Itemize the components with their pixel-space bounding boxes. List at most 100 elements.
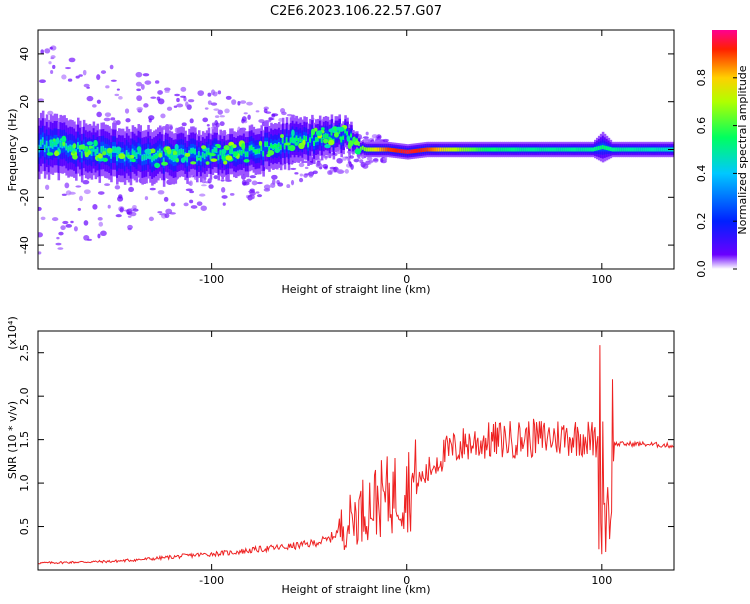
spectrogram-ridge-cell: [330, 131, 334, 136]
spectrogram-ridge-cell: [484, 147, 488, 152]
spectrogram-blob: [209, 153, 216, 157]
spectrogram-speckle: [246, 101, 253, 106]
spectrogram-blob: [115, 146, 122, 152]
spectrogram-ridge-cell: [475, 147, 478, 152]
spectrogram-ridge-cell: [100, 147, 103, 152]
snr-y-tick-label: 2.0: [18, 387, 31, 405]
spectrogram-speckle: [114, 93, 120, 97]
spectrogram-speckle: [356, 153, 361, 158]
spectrogram-speckle: [56, 236, 60, 240]
spectrogram-speckle: [164, 90, 170, 93]
spectrogram-ridge-cell: [500, 147, 503, 152]
spectrogram-ridge-cell: [556, 147, 560, 152]
spectrogram-ridge-cell: [283, 144, 287, 149]
spectrogram-ridge-cell: [580, 147, 583, 152]
snr-frame: [37, 330, 675, 571]
spectrogram-speckle: [214, 120, 219, 126]
spectrogram-ridge-cell: [59, 142, 63, 147]
spectrogram-speckle: [60, 225, 66, 231]
spectrogram-speckle: [38, 232, 43, 238]
spectrogram-ridge-cell: [311, 133, 314, 138]
spectrogram-speckle: [97, 217, 103, 221]
spectrogram-speckle: [219, 115, 225, 118]
spectrogram-speckle: [255, 191, 260, 194]
spectrogram-speckle: [210, 102, 218, 106]
spectrogram-speckle: [372, 158, 379, 162]
spectrogram-ridge-cell: [629, 147, 632, 152]
spectrogram-speckle: [47, 110, 54, 115]
spectrogram-ridge-cell: [170, 155, 174, 160]
spectrogram-speckle: [200, 205, 207, 211]
spectrogram-ridge-cell: [285, 138, 289, 143]
spectrogram-speckle: [208, 184, 214, 189]
spectrogram-ridge-cell: [654, 147, 658, 152]
spectrogram-ridge-cell: [363, 147, 367, 152]
spectrogram-speckle: [61, 74, 67, 80]
spectrogram-speckle: [83, 234, 90, 241]
spectrogram-ridge-cell: [303, 135, 306, 140]
spectrogram-speckle: [77, 207, 82, 211]
spectrogram-ridge-cell: [633, 147, 636, 152]
spectrogram-speckle: [143, 103, 149, 108]
spectrogram-speckle: [78, 195, 83, 202]
spectrogram-blob: [348, 140, 354, 147]
spectrogram-speckle: [86, 95, 94, 102]
spectrogram-speckle: [200, 184, 207, 187]
spectrogram-speckle: [92, 204, 98, 210]
spectrogram-speckle: [129, 211, 137, 217]
spectrogram-ridge-cell: [449, 147, 453, 152]
spectrogram-speckle: [231, 99, 237, 105]
spectrogram-blob: [197, 157, 201, 161]
snr-y-tick-label: 1.5: [18, 431, 31, 449]
spectrogram-speckle: [249, 175, 257, 179]
spectrogram-ridge-cell: [432, 147, 435, 152]
colorbar-gradient: [712, 30, 737, 269]
spectrogram-blob: [190, 161, 197, 165]
spectrogram-ridge-cell: [531, 147, 535, 152]
spectrogram-speckle: [268, 116, 273, 121]
spectrogram-blob: [72, 143, 77, 149]
spectrogram-speckle: [150, 96, 157, 99]
snr-panel: -100 0 100 0.5 1.0 1.5 2.0 2.5 Height of straig…: [6, 316, 675, 596]
snr-y-tick-label: 2.5: [18, 344, 31, 362]
spectrogram-blob: [59, 137, 66, 142]
spectrogram-speckle: [211, 122, 215, 126]
spectrogram-blob: [182, 156, 188, 161]
spectrogram-ridge-cell: [96, 148, 100, 153]
colorbar-label: Normalized spectral amplitude: [736, 65, 749, 234]
spectrogram-ridge-cell: [324, 133, 328, 138]
spectrogram-ridge-cell: [414, 148, 418, 153]
spectrogram-ridge-cell: [461, 147, 464, 152]
spectrogram-speckle: [207, 92, 212, 97]
spectrogram-speckle: [362, 163, 369, 169]
spectrogram-ridge-cell: [447, 147, 451, 152]
spectrogram-ridge-cell: [262, 151, 265, 156]
spectrogram-ridge-cell: [272, 145, 275, 150]
spectrogram-speckle: [206, 124, 210, 127]
spectrogram-ridge-cell: [270, 143, 273, 148]
spectrogram-speckle: [189, 190, 195, 194]
spectrogram-speckle: [128, 186, 135, 193]
spectrogram-ridge-cell: [393, 148, 396, 153]
spectrogram-speckle: [83, 83, 90, 88]
spectrogram-speckle: [96, 99, 101, 104]
spectrogram-speckle: [65, 224, 72, 228]
spectrogram-ridge-cell: [281, 138, 285, 143]
spectrogram-ridge-cell: [599, 145, 603, 150]
spectrogram-speckle: [247, 114, 251, 120]
spectrogram-ridge-cell: [451, 147, 455, 152]
spectrogram-speckle: [75, 185, 82, 188]
colorbar-tick-label: 0.8: [695, 69, 708, 87]
spectrogram-ridge-cell: [379, 147, 382, 152]
spectrogram-ridge-cell: [49, 142, 53, 147]
spectrogram-speckle: [78, 74, 83, 77]
spectrogram-ridge-cell: [424, 147, 427, 152]
snr-x-tick-label: 100: [591, 574, 612, 587]
spectrogram-speckle: [180, 95, 186, 98]
spectrogram-blob: [241, 142, 246, 150]
spectrogram-speckle: [132, 205, 137, 209]
spectrogram-speckle: [342, 156, 348, 161]
spectrogram-blob: [175, 157, 180, 163]
spectrogram-blob: [215, 143, 221, 147]
spectrogram-blob: [145, 155, 152, 159]
